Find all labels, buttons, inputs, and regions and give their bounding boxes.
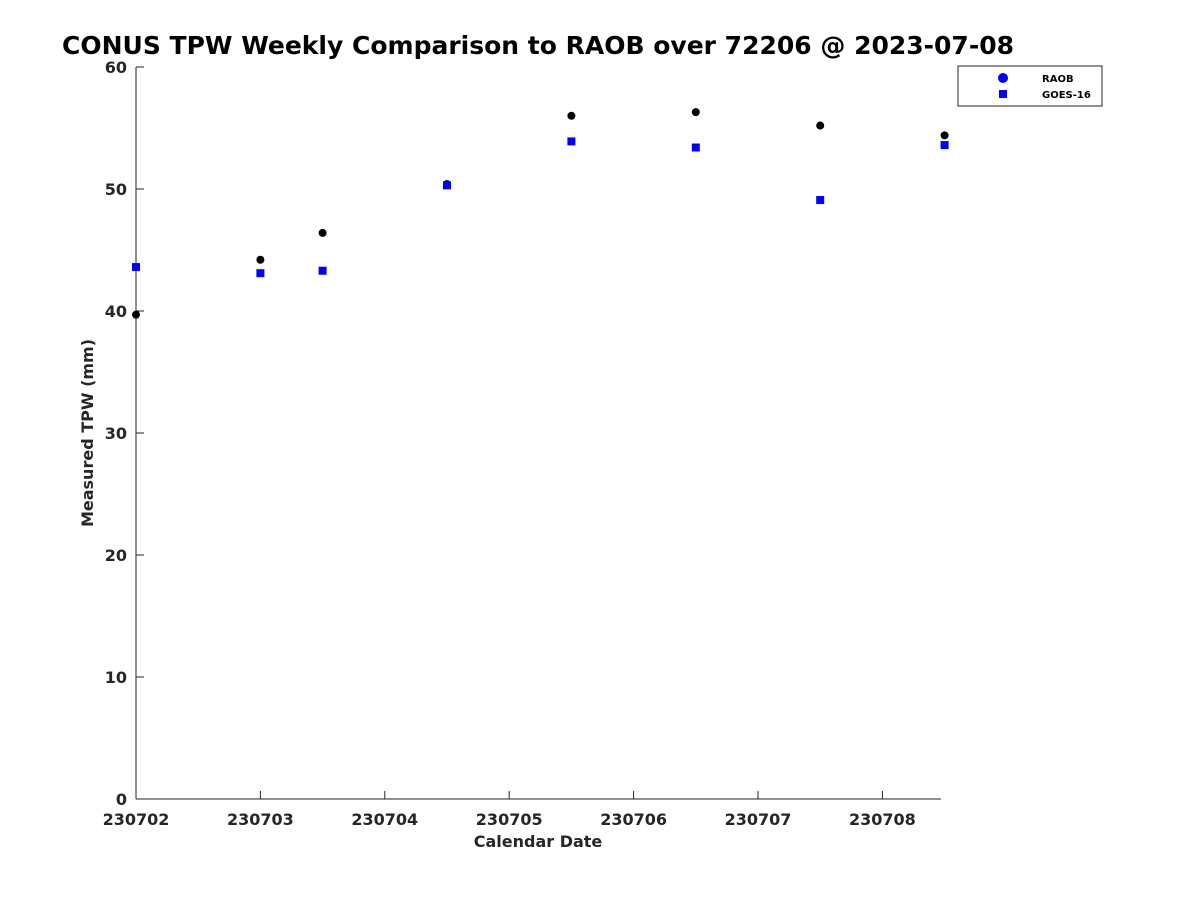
point-raob [256,255,265,264]
x-tick-label: 230705 [476,810,543,829]
x-tick-label: 230702 [103,810,170,829]
point-raob [691,108,700,117]
point-raob [318,228,327,237]
x-tick-label: 230703 [227,810,294,829]
legend-label: GOES-16 [1042,90,1091,101]
x-tick-label: 230706 [600,810,667,829]
y-tick-label: 30 [105,424,127,443]
legend-box [957,65,1103,107]
point-goes-16 [940,141,949,150]
legend-marker [999,90,1007,98]
point-goes-16 [318,266,327,275]
point-raob [567,111,576,120]
y-axis-title: Measured TPW (mm) [78,339,97,527]
plot-axes: 0 10 20 30 40 50 60 230702 230703 230704 230705 230… [103,58,941,829]
point-raob [940,131,949,140]
point-goes-16 [132,263,140,272]
y-tick-label: 0 [116,790,127,809]
legend: RAOB GOES-16 [957,65,1103,107]
chart-title: CONUS TPW Weekly Comparison to RAOB over… [62,31,1014,60]
data-marks [132,108,949,319]
point-goes-16 [256,269,265,278]
x-axis-title: Calendar Date [474,832,603,851]
x-tick-label: 230708 [849,810,916,829]
legend-label: RAOB [1042,74,1074,85]
y-tick-label: 40 [105,302,127,321]
y-tick-label: 60 [105,58,127,77]
y-tick-label: 10 [105,668,127,687]
y-tick-label: 50 [105,180,127,199]
point-raob [816,121,825,130]
legend-marker [998,73,1008,83]
x-tick-label: 230707 [725,810,792,829]
y-tick-label: 20 [105,546,127,565]
point-goes-16 [691,143,700,152]
point-goes-16 [567,137,576,146]
point-goes-16 [443,181,451,190]
point-raob [132,310,140,319]
x-tick-label: 230704 [351,810,418,829]
point-goes-16 [816,195,825,204]
